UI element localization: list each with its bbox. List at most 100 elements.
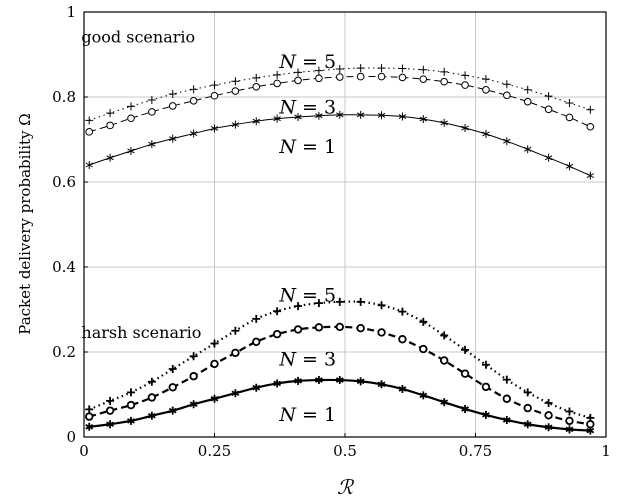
data-point-circle <box>335 73 344 81</box>
data-point-star <box>482 410 490 419</box>
data-point-plus <box>565 407 574 416</box>
data-point-circle <box>231 87 240 95</box>
data-point-circle <box>85 412 94 421</box>
data-point-circle <box>335 322 344 332</box>
data-point-star <box>565 425 574 434</box>
x-axis-label: ℛ <box>337 475 355 499</box>
series-line <box>89 378 591 432</box>
series-harsh-n1 <box>85 376 595 435</box>
x-tick-label: 1 <box>601 442 611 460</box>
data-point-star <box>356 110 365 119</box>
data-point-star <box>148 140 156 149</box>
data-point-plus <box>335 297 344 306</box>
y-tick-label: 0.6 <box>52 173 76 191</box>
x-tick-label: 0 <box>79 442 89 460</box>
data-point-circle <box>210 91 219 100</box>
data-point-star <box>189 400 198 409</box>
data-point-circle <box>85 128 94 136</box>
data-point-plus <box>335 64 344 73</box>
data-point-circle <box>356 324 365 333</box>
data-point-plus <box>147 377 156 386</box>
data-point-plus <box>481 75 490 84</box>
data-point-plus <box>461 71 470 80</box>
data-point-plus <box>502 80 511 89</box>
data-point-circle <box>523 97 532 106</box>
data-point-star <box>377 380 386 389</box>
data-point-star <box>419 115 428 124</box>
data-point-star <box>523 420 532 429</box>
series-good-n5 <box>85 64 595 125</box>
data-point-star <box>419 391 428 400</box>
data-point-circle <box>565 113 574 122</box>
data-point-plus <box>147 95 156 104</box>
data-point-circle <box>398 73 407 82</box>
data-point-plus <box>481 360 490 369</box>
data-point-circle <box>189 372 198 381</box>
curve-label: N = 3 <box>278 96 336 118</box>
data-point-plus <box>440 67 449 76</box>
data-point-circle <box>419 344 428 354</box>
data-point-plus <box>231 326 240 335</box>
data-point-plus <box>314 66 323 75</box>
data-point-star <box>106 420 115 429</box>
data-point-circle <box>231 348 240 358</box>
data-point-circle <box>106 121 114 130</box>
data-point-star <box>356 377 365 386</box>
data-point-plus <box>126 102 135 111</box>
data-point-plus <box>461 345 470 354</box>
data-point-star <box>273 379 282 388</box>
y-tick-label: 0.4 <box>52 258 76 276</box>
data-point-plus <box>377 64 386 73</box>
data-point-circle <box>356 72 365 81</box>
series-line <box>89 76 591 133</box>
data-point-plus <box>189 85 198 94</box>
scenario-label: harsh scenario <box>81 323 201 342</box>
data-point-star <box>440 118 448 127</box>
data-point-circle <box>273 79 281 88</box>
data-point-star <box>335 376 344 385</box>
curve-label: N = 3 <box>278 348 336 370</box>
data-point-star <box>294 112 302 121</box>
data-point-star <box>398 384 407 393</box>
x-tick-label: 0.75 <box>459 442 492 460</box>
data-point-star <box>314 376 323 385</box>
series-layer <box>85 64 595 435</box>
data-point-star <box>231 120 240 129</box>
data-point-star <box>523 145 532 154</box>
data-point-circle <box>148 108 156 116</box>
data-point-plus <box>419 317 428 326</box>
data-point-star <box>127 146 135 155</box>
data-point-star <box>461 404 469 413</box>
data-point-plus <box>544 92 553 101</box>
data-point-circle <box>586 122 595 131</box>
scenario-label: good scenario <box>81 28 195 47</box>
data-point-circle <box>315 74 323 83</box>
data-point-star <box>85 161 93 169</box>
data-point-star <box>398 112 407 121</box>
data-point-star <box>440 398 449 407</box>
data-point-star <box>461 124 469 133</box>
data-point-circle <box>482 85 490 94</box>
data-point-circle <box>565 416 574 426</box>
data-point-circle <box>440 77 448 86</box>
data-point-star <box>231 389 240 398</box>
data-point-plus <box>565 98 574 107</box>
data-point-circle <box>126 400 136 410</box>
series-good-n3 <box>85 72 595 136</box>
series-line <box>88 300 591 419</box>
data-point-star <box>294 376 302 385</box>
data-point-plus <box>126 388 135 397</box>
x-tick-label: 0.5 <box>333 442 357 460</box>
data-point-circle <box>105 406 115 415</box>
data-point-circle <box>272 329 282 339</box>
data-point-plus <box>523 388 532 397</box>
data-point-star <box>315 111 323 120</box>
data-point-circle <box>210 359 219 369</box>
data-point-star <box>273 114 281 123</box>
data-point-star <box>482 129 490 138</box>
data-point-star <box>210 394 219 403</box>
data-point-circle <box>544 411 553 420</box>
data-point-star <box>85 422 94 431</box>
data-point-plus <box>189 352 198 361</box>
